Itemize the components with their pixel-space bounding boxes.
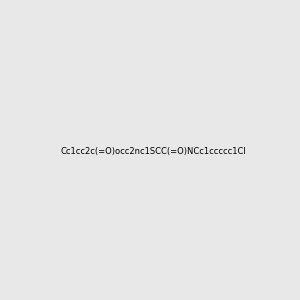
Text: Cc1cc2c(=O)occ2nc1SCC(=O)NCc1ccccc1Cl: Cc1cc2c(=O)occ2nc1SCC(=O)NCc1ccccc1Cl bbox=[61, 147, 247, 156]
